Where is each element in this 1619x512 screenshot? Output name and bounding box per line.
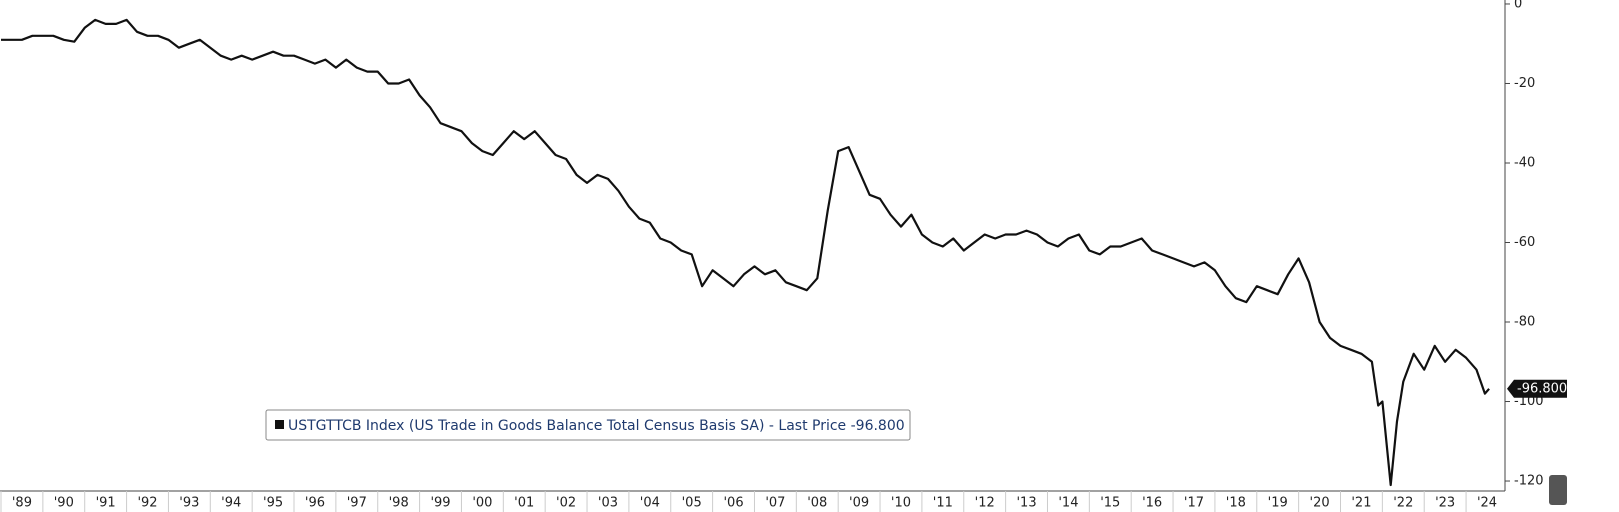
x-tick-label: '01 xyxy=(514,496,534,511)
x-tick-label: '98 xyxy=(389,496,409,511)
y-tick-label: -80 xyxy=(1514,315,1535,330)
x-tick-label: '90 xyxy=(54,496,74,511)
x-tick-label: '91 xyxy=(96,496,116,511)
y-tick-label: 0 xyxy=(1514,0,1522,11)
x-tick-label: '06 xyxy=(723,496,743,511)
x-tick-label: '24 xyxy=(1477,496,1497,511)
x-tick-label: '15 xyxy=(1100,496,1120,511)
x-tick-label: '03 xyxy=(598,496,618,511)
x-tick-label: '02 xyxy=(556,496,576,511)
legend-box xyxy=(265,409,911,441)
corner-icon xyxy=(1549,475,1567,505)
x-tick-label: '05 xyxy=(682,496,702,511)
x-tick-label: '99 xyxy=(430,496,450,511)
series-line xyxy=(1,18,1490,487)
x-tick-label: '95 xyxy=(263,496,283,511)
x-tick-label: '13 xyxy=(1016,496,1036,511)
x-tick-label: '07 xyxy=(765,496,785,511)
y-tick-label: -20 xyxy=(1514,76,1535,91)
x-tick-label: '18 xyxy=(1226,496,1246,511)
x-tick-label: '97 xyxy=(347,496,367,511)
legend: USTGTTCB Index (US Trade in Goods Balanc… xyxy=(265,409,911,441)
x-tick-label: '94 xyxy=(221,496,241,511)
y-tick-label: -120 xyxy=(1514,474,1544,489)
x-tick-label: '22 xyxy=(1393,496,1413,511)
x-tick-label: '19 xyxy=(1268,496,1288,511)
x-tick-label: '11 xyxy=(933,496,953,511)
x-tick-label: '89 xyxy=(12,496,32,511)
x-tick-label: '08 xyxy=(807,496,827,511)
x-tick-label: '21 xyxy=(1351,496,1371,511)
x-tick-label: '20 xyxy=(1310,496,1330,511)
x-tick-label: '14 xyxy=(1058,496,1078,511)
last-price-tag xyxy=(1507,379,1567,398)
x-tick-label: '12 xyxy=(975,496,995,511)
x-tick-label: '10 xyxy=(891,496,911,511)
x-tick-label: '16 xyxy=(1142,496,1162,511)
y-tick-label: -60 xyxy=(1514,235,1535,250)
x-tick-label: '96 xyxy=(305,496,325,511)
x-tick-label: '93 xyxy=(179,496,199,511)
x-tick-label: '17 xyxy=(1184,496,1204,511)
x-tick-label: '09 xyxy=(849,496,869,511)
legend-label: USTGTTCB Index (US Trade in Goods Balanc… xyxy=(288,418,905,434)
last-price-label: -96.800 xyxy=(1517,381,1567,396)
x-tick-label: '00 xyxy=(472,496,492,511)
x-tick-label: '04 xyxy=(640,496,660,511)
x-tick-label: '92 xyxy=(137,496,157,511)
y-tick-label: -40 xyxy=(1514,155,1535,170)
legend-swatch xyxy=(275,420,284,429)
x-tick-label: '23 xyxy=(1435,496,1455,511)
